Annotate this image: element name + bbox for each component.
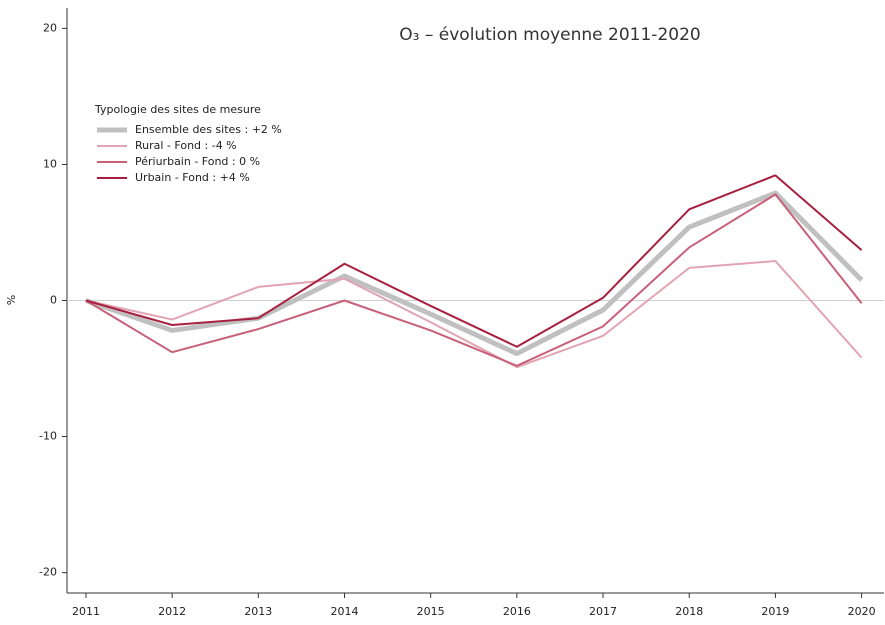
series-line: [85, 190, 864, 357]
series-line: [85, 193, 863, 367]
legend-title: Typologie des sites de mesure: [94, 103, 261, 116]
x-tick-label: 2015: [417, 605, 445, 618]
y-tick-label: 20: [43, 21, 57, 34]
x-tick-label: 2014: [331, 605, 359, 618]
y-tick-label: -20: [39, 566, 57, 579]
legend-label: Rural - Fond : -4 %: [135, 139, 237, 152]
legend-label: Périurbain - Fond : 0 %: [135, 155, 260, 168]
x-tick-label: 2012: [158, 605, 186, 618]
y-tick-label: 0: [50, 294, 57, 307]
x-tick-label: 2020: [848, 605, 876, 618]
y-tick-label: 10: [43, 157, 57, 170]
x-tick-label: 2011: [72, 605, 100, 618]
x-tick-label: 2018: [675, 605, 703, 618]
series-line: [85, 260, 863, 369]
x-tick-label: 2017: [589, 605, 617, 618]
y-axis-label: %: [5, 295, 18, 305]
series-line: [85, 174, 863, 348]
x-tick-label: 2019: [761, 605, 789, 618]
x-tick-label: 2016: [503, 605, 531, 618]
chart-title: O₃ – évolution moyenne 2011-2020: [399, 25, 700, 45]
y-tick-label: -10: [39, 430, 57, 443]
legend-label: Urbain - Fond : +4 %: [135, 171, 250, 184]
x-tick-label: 2013: [244, 605, 272, 618]
legend-label: Ensemble des sites : +2 %: [135, 123, 282, 136]
